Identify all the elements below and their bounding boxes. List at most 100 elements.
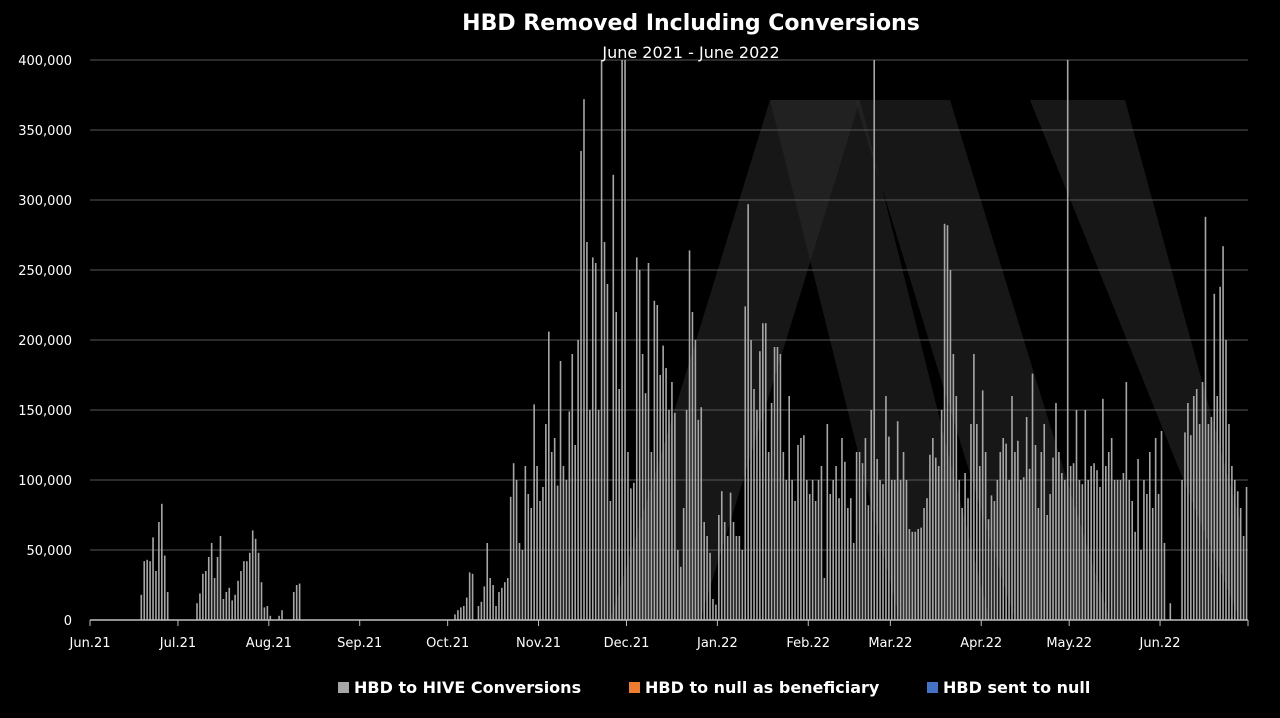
bar [820, 466, 823, 620]
bar [844, 461, 846, 620]
bar [870, 410, 873, 620]
bar [1014, 452, 1016, 620]
bar [627, 452, 629, 620]
bar [770, 403, 773, 620]
bar [204, 571, 207, 620]
bar [662, 345, 664, 620]
bar [574, 445, 576, 620]
bar [1187, 403, 1189, 620]
x-tick-label: Dec.21 [604, 636, 650, 651]
bar [676, 550, 679, 620]
x-tick-label: Jan.22 [696, 636, 738, 651]
bar [720, 491, 723, 620]
bar [762, 323, 764, 620]
bar [735, 536, 738, 620]
bar [688, 250, 691, 620]
bar [263, 607, 266, 620]
bar [764, 323, 767, 620]
bar [589, 410, 591, 620]
watermark-chevron [855, 100, 1110, 620]
bar [1034, 445, 1037, 620]
bar [852, 543, 855, 620]
bar [638, 270, 641, 620]
bar [278, 615, 280, 620]
bar [1169, 603, 1172, 620]
bar [1011, 396, 1013, 620]
bar [674, 412, 676, 620]
bar [225, 592, 228, 620]
x-tick-label: Feb.22 [786, 636, 830, 651]
bar [515, 480, 518, 620]
bar [257, 552, 260, 620]
bar [486, 543, 489, 620]
bar [1090, 466, 1092, 620]
bar [580, 151, 582, 620]
bar [659, 375, 662, 620]
bar [1198, 424, 1201, 620]
bar [1134, 531, 1136, 620]
bar [1037, 508, 1040, 620]
bar [202, 573, 204, 620]
bar [1022, 477, 1025, 620]
y-tick-label: 400,000 [18, 54, 72, 69]
bar [1122, 473, 1125, 620]
bar [776, 347, 779, 620]
bar [902, 452, 905, 620]
bar [1151, 508, 1154, 620]
bar [1105, 466, 1107, 620]
bar [829, 494, 832, 620]
bar [1049, 494, 1051, 620]
bar [559, 361, 562, 620]
bar [1201, 382, 1204, 620]
y-tick-label: 150,000 [18, 404, 72, 419]
bar [747, 204, 749, 620]
bar [984, 452, 987, 620]
bar [1207, 424, 1210, 620]
bar [700, 407, 703, 620]
bar [791, 480, 793, 620]
bar [471, 573, 474, 620]
legend-label: HBD to null as beneficiary [645, 678, 880, 697]
bar [665, 368, 667, 620]
x-tick-label: Apr.22 [960, 636, 1002, 651]
bar [1084, 410, 1087, 620]
bar [462, 606, 465, 620]
bar [647, 263, 650, 620]
bar [1146, 494, 1148, 620]
bar [867, 505, 870, 620]
bar [248, 552, 251, 620]
bar [703, 522, 705, 620]
bar [750, 340, 752, 620]
bar [246, 561, 248, 620]
bar [779, 354, 782, 620]
bar [970, 424, 972, 620]
bar [143, 561, 146, 620]
bar [955, 396, 958, 620]
bar [155, 571, 157, 620]
bar [1058, 452, 1060, 620]
bar [814, 501, 817, 620]
bar [671, 382, 673, 620]
bar [161, 503, 163, 620]
bar [624, 60, 626, 620]
bar [641, 354, 644, 620]
bar [926, 498, 928, 620]
bar [1075, 410, 1078, 620]
bar [920, 527, 922, 620]
bar [644, 393, 647, 620]
bar [929, 454, 931, 620]
bar [1157, 494, 1160, 620]
bar [1002, 438, 1005, 620]
chart-subtitle: June 2021 - June 2022 [601, 43, 779, 62]
bar [228, 587, 231, 620]
bar [158, 522, 160, 620]
legend-swatch [338, 682, 349, 693]
bar [1031, 373, 1034, 620]
bar [712, 599, 714, 620]
bar [976, 424, 978, 620]
bar [1184, 432, 1186, 620]
bar [577, 340, 579, 620]
bar [943, 223, 946, 621]
